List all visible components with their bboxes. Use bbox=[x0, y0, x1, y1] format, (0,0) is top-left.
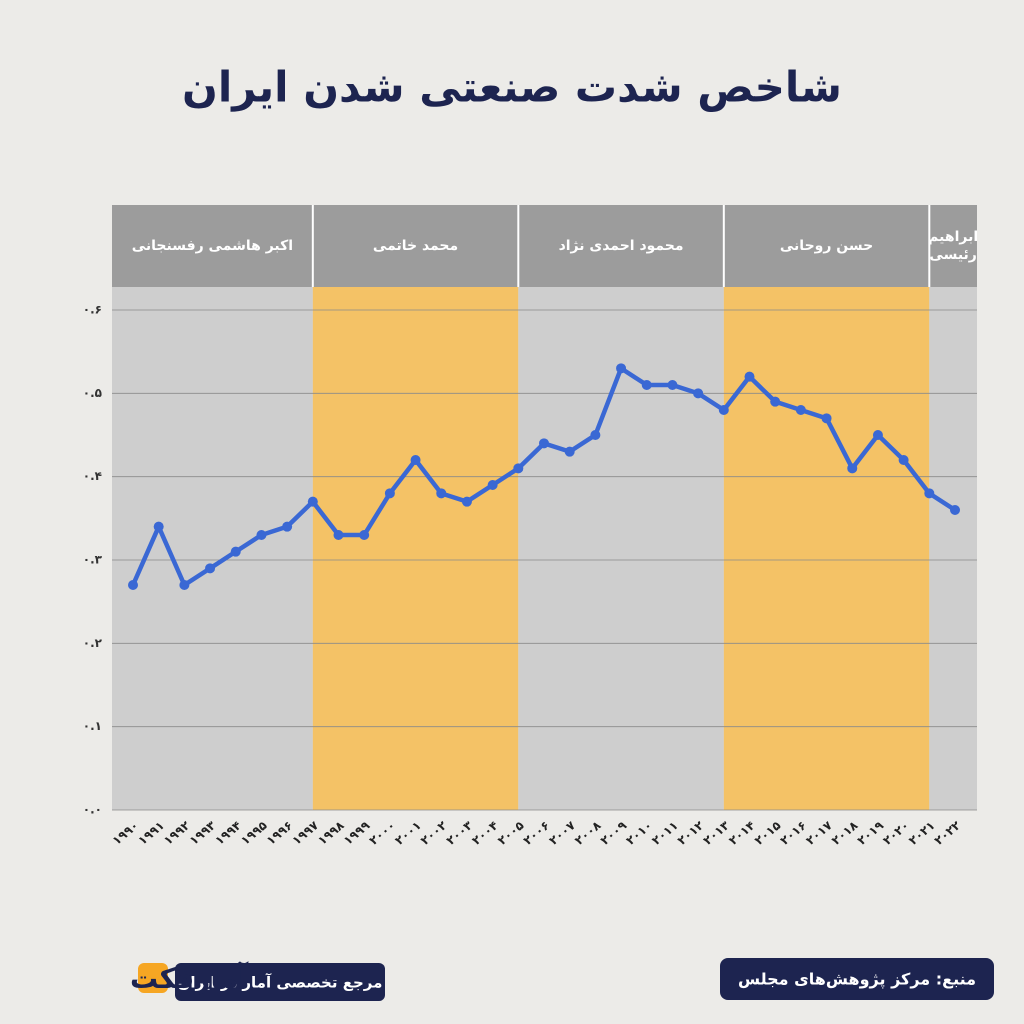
point bbox=[282, 521, 293, 532]
y-tick-label: ۰.۶ bbox=[83, 303, 102, 317]
period-header bbox=[112, 205, 313, 287]
y-tick-label: ۰.۰ bbox=[83, 803, 102, 817]
point bbox=[436, 488, 447, 499]
point bbox=[205, 563, 216, 574]
point bbox=[641, 380, 652, 390]
point bbox=[847, 463, 858, 474]
point bbox=[333, 530, 344, 540]
point bbox=[461, 496, 472, 507]
point bbox=[770, 396, 781, 407]
point bbox=[693, 388, 704, 399]
point bbox=[513, 463, 524, 474]
period-header bbox=[929, 205, 977, 287]
y-tick-label: ۰.۲ bbox=[83, 636, 103, 650]
point bbox=[821, 413, 832, 424]
chart-title: شاخص شدت صنعتی شدن ایران bbox=[182, 63, 842, 113]
point bbox=[179, 580, 190, 590]
period-header bbox=[518, 205, 724, 287]
period-band bbox=[723, 287, 930, 810]
period-name: ابراهیم رئیسی bbox=[928, 229, 978, 263]
period-name: محمود احمدی نژاد bbox=[559, 238, 684, 254]
tagline-badge bbox=[175, 963, 385, 1001]
y-tick-label: ۰.۵ bbox=[83, 386, 102, 400]
plot: اکبر هاشمی رفسنجانی محمد خاتمی محمود احمدی… bbox=[83, 205, 978, 848]
y-tick-label: ۰.۳ bbox=[83, 553, 103, 567]
period-header bbox=[312, 205, 519, 287]
point bbox=[718, 405, 729, 415]
point bbox=[898, 455, 909, 465]
period-band bbox=[312, 287, 519, 810]
tagline: مرجع تخصصی آمار در ایران bbox=[178, 974, 383, 992]
point bbox=[616, 363, 627, 374]
period-band bbox=[112, 287, 313, 810]
point bbox=[487, 480, 498, 490]
source: منبع: مرکز پژوهش‌های مجلس bbox=[738, 970, 976, 990]
point bbox=[667, 380, 678, 390]
point bbox=[307, 496, 318, 507]
period-name: محمد خاتمی bbox=[373, 238, 458, 254]
point bbox=[384, 488, 395, 499]
point bbox=[256, 530, 267, 540]
point bbox=[564, 446, 575, 457]
brand: آمارفکت bbox=[130, 961, 249, 995]
y-tick-label: ۰.۴ bbox=[83, 469, 102, 483]
point bbox=[795, 405, 806, 415]
point bbox=[872, 430, 883, 440]
point bbox=[359, 530, 370, 540]
point bbox=[744, 371, 755, 382]
period-header bbox=[723, 205, 930, 287]
source-badge bbox=[720, 958, 994, 1000]
point bbox=[590, 430, 601, 440]
point bbox=[950, 505, 960, 515]
point bbox=[230, 546, 241, 557]
point bbox=[128, 580, 138, 590]
period-name: حسن روحانی bbox=[780, 238, 873, 254]
period-band bbox=[929, 287, 977, 810]
brand-icon bbox=[138, 963, 168, 993]
point bbox=[410, 455, 421, 465]
y-tick-label: ۰.۱ bbox=[83, 719, 102, 733]
point bbox=[153, 521, 164, 532]
period-name: اکبر هاشمی رفسنجانی bbox=[132, 238, 293, 254]
point bbox=[539, 438, 549, 449]
point bbox=[924, 488, 935, 499]
